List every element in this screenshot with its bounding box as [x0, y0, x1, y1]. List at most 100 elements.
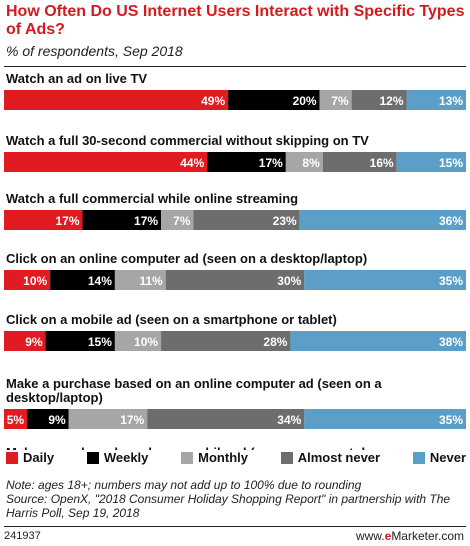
- data-label: 49%: [201, 94, 225, 108]
- bar-segment-almost-never: [165, 270, 305, 290]
- data-label: 16%: [370, 156, 394, 170]
- bar-segment-almost-never: [351, 90, 407, 110]
- data-label: 17%: [120, 413, 144, 427]
- bar-segment-weekly: [50, 270, 115, 290]
- data-label: 17%: [134, 214, 158, 228]
- bar-segment-daily: [4, 270, 51, 290]
- legend-label: Daily: [23, 450, 55, 465]
- bar-segment-daily: [4, 90, 229, 110]
- stacked-bar-chart: Watch an ad on live TV 49% 20% 7% 12% 13% Watc…: [4, 71, 466, 450]
- category-label-line: Watch an ad on live TV: [6, 71, 147, 86]
- bar-segment-weekly: [207, 152, 286, 172]
- top-divider: [4, 66, 466, 67]
- bar-segment-monthly: [114, 270, 166, 290]
- data-label: 15%: [439, 156, 463, 170]
- bar-segment-monthly: [161, 210, 194, 230]
- bar-segment-almost-never: [322, 152, 397, 172]
- data-label: 35%: [439, 413, 463, 427]
- bar-segment-almost-never: [147, 409, 305, 429]
- data-label: 30%: [277, 274, 301, 288]
- brand-suffix: Marketer.com: [391, 529, 464, 543]
- footnote: Note: ages 18+; numbers may not add up t…: [6, 478, 466, 520]
- legend-item-monthly: Monthly: [181, 450, 248, 465]
- category-label-line: Click on an online computer ad (seen on …: [6, 251, 367, 266]
- bar-segment-never: [299, 210, 466, 230]
- bar-segment-monthly: [114, 331, 162, 351]
- legend-swatch: [280, 451, 293, 464]
- note-text: Note: ages 18+; numbers may not add up t…: [6, 478, 362, 492]
- data-label: 15%: [88, 335, 112, 349]
- category-label-line: Watch a full commercial while online str…: [6, 191, 298, 206]
- category-label: Watch an ad on live TV: [6, 71, 147, 86]
- bar-segment-never: [406, 90, 466, 110]
- legend: Daily Weekly Monthly Almost never Never: [6, 450, 466, 465]
- category-label: Click on a mobile ad (seen on a smartpho…: [6, 312, 337, 327]
- data-label: 13%: [439, 94, 463, 108]
- legend-label: Almost never: [297, 450, 381, 465]
- source-text: Source: OpenX, "2018 Consumer Holiday Sh…: [6, 492, 451, 520]
- legend-label: Never: [429, 450, 466, 465]
- bar-segment-daily: [4, 409, 28, 429]
- chart-subtitle: % of respondents, Sep 2018: [6, 43, 183, 59]
- data-label: 34%: [277, 413, 301, 427]
- data-label: 10%: [23, 274, 47, 288]
- category-label-line: Make a purchase based on an online compu…: [6, 376, 382, 391]
- legend-item-weekly: Weekly: [86, 450, 149, 465]
- legend-swatch: [181, 451, 194, 464]
- data-label: 12%: [379, 94, 403, 108]
- legend-label: Monthly: [198, 450, 248, 465]
- bar-segment-monthly: [285, 152, 323, 172]
- bar-segment-weekly: [45, 331, 115, 351]
- category-label: Watch a full 30-second commercial withou…: [6, 133, 369, 148]
- chart-id: 241937: [4, 530, 41, 542]
- category-label: Click on an online computer ad (seen on …: [6, 251, 367, 266]
- legend-item-daily: Daily: [6, 450, 54, 465]
- bar-segment-almost-never: [161, 331, 291, 351]
- data-label: 36%: [439, 214, 463, 228]
- data-label: 17%: [259, 156, 283, 170]
- bar-segment-weekly: [82, 210, 162, 230]
- legend-swatch: [6, 451, 18, 464]
- category-label: Make a purchase based on a mobile ad (se…: [6, 445, 409, 450]
- bottom-divider: [4, 526, 466, 527]
- data-label: 44%: [180, 156, 204, 170]
- legend-swatch: [412, 451, 425, 464]
- bar-segment-never: [304, 409, 466, 429]
- bar-segment-never: [290, 331, 466, 351]
- data-label: 35%: [439, 274, 463, 288]
- data-label: 11%: [139, 274, 163, 288]
- chart-title: How Often Do US Internet Users Interact …: [6, 3, 465, 38]
- category-label-line: desktop/laptop): [6, 390, 103, 405]
- bar-segment-never: [304, 270, 466, 290]
- brand-link[interactable]: www.eMarketer.com: [356, 529, 464, 543]
- bar-segment-daily: [4, 152, 208, 172]
- bar-segment-monthly: [68, 409, 148, 429]
- data-label: 20%: [293, 94, 317, 108]
- data-label: 7%: [173, 214, 191, 228]
- data-label: 28%: [263, 335, 287, 349]
- bar-segment-almost-never: [193, 210, 300, 230]
- data-label: 7%: [331, 94, 349, 108]
- brand-e: e: [384, 529, 392, 543]
- bar-segment-never: [396, 152, 466, 172]
- category-label: Make a purchase based on an online compu…: [6, 376, 382, 405]
- legend-item-never: Never: [412, 450, 466, 465]
- bar-segment-weekly: [228, 90, 320, 110]
- data-label: 9%: [25, 335, 43, 349]
- bar-segment-monthly: [319, 90, 352, 110]
- data-label: 23%: [273, 214, 297, 228]
- brand-prefix: www.: [355, 529, 385, 543]
- bar-segment-daily: [4, 210, 83, 230]
- category-label-line: Watch a full 30-second commercial withou…: [6, 133, 369, 148]
- legend-item-almost-never: Almost never: [280, 450, 381, 465]
- data-label: 17%: [56, 214, 80, 228]
- legend-swatch: [86, 451, 99, 464]
- bar-segment-daily: [4, 331, 46, 351]
- data-label: 8%: [302, 156, 320, 170]
- category-label: Watch a full commercial while online str…: [6, 191, 298, 206]
- legend-label: Weekly: [103, 450, 149, 465]
- bar-segment-weekly: [27, 409, 69, 429]
- category-label-line: Click on a mobile ad (seen on a smartpho…: [6, 312, 337, 327]
- data-label: 14%: [88, 274, 112, 288]
- data-label: 10%: [134, 335, 158, 349]
